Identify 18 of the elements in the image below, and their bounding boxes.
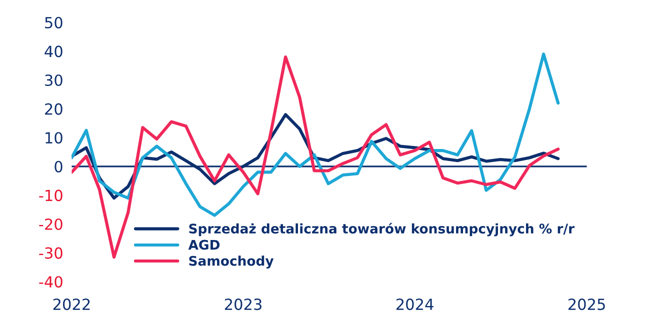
y-tick-label: 30 xyxy=(45,74,62,86)
legend-label: Sprzedaż detaliczna towarów konsumpcyjnych % r/r xyxy=(189,222,575,236)
y-tick-label: 10 xyxy=(46,132,62,144)
legend-label: AGD xyxy=(188,240,220,250)
x-tick-label: 2023 xyxy=(224,298,262,310)
legend-label: Samochody xyxy=(189,256,274,268)
y-tick-label: 50 xyxy=(45,16,62,28)
y-tick-label: -20 xyxy=(39,218,62,230)
x-tick-label: 2024 xyxy=(396,298,434,310)
y-tick-label: -10 xyxy=(39,190,62,202)
y-tick-label: 0 xyxy=(54,160,62,172)
y-tick-label: -30 xyxy=(39,247,62,259)
y-tick-label: -40 xyxy=(39,276,62,288)
line-series xyxy=(72,52,560,217)
x-tick-label: 2025 xyxy=(568,298,605,310)
x-tick-label: 2022 xyxy=(53,298,90,310)
y-tick-label: 40 xyxy=(44,46,62,58)
y-tick-label: 20 xyxy=(45,103,62,115)
